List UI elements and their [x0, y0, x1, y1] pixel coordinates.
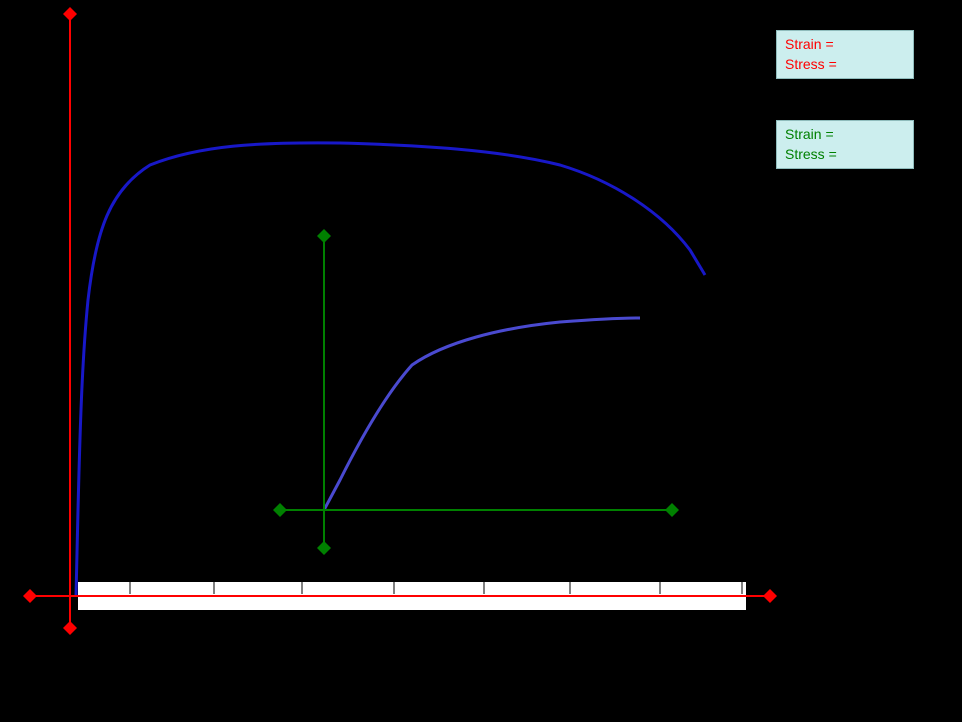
axis-diamond [763, 589, 777, 603]
info-green-strain: Strain = [785, 125, 905, 145]
stress-strain-curve-inset [324, 318, 640, 510]
info-box-red: Strain = Stress = [776, 30, 914, 79]
stress-strain-curve-main [76, 143, 705, 596]
axis-diamond [63, 621, 77, 635]
axis-diamond [63, 7, 77, 21]
info-green-stress: Stress = [785, 145, 905, 165]
info-red-stress: Stress = [785, 55, 905, 75]
info-box-green: Strain = Stress = [776, 120, 914, 169]
info-red-strain: Strain = [785, 35, 905, 55]
axis-diamond [317, 541, 331, 555]
chart-stage: Strain = Stress = Strain = Stress = [0, 0, 962, 722]
axis-diamond [23, 589, 37, 603]
plot-svg [0, 0, 962, 722]
axis-diamond [317, 229, 331, 243]
axis-diamond [273, 503, 287, 517]
axis-diamond [665, 503, 679, 517]
